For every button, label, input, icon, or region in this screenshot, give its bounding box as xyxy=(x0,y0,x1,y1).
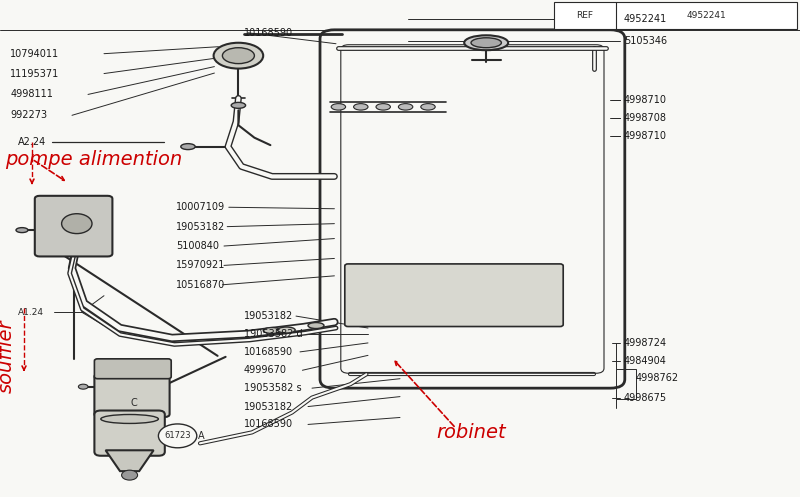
Text: 10516870: 10516870 xyxy=(176,280,226,290)
Text: 10168590: 10168590 xyxy=(244,28,293,38)
Text: 4998675: 4998675 xyxy=(624,393,667,403)
Ellipse shape xyxy=(398,103,413,110)
Text: 10168590: 10168590 xyxy=(244,419,293,429)
Ellipse shape xyxy=(331,103,346,110)
Circle shape xyxy=(122,470,138,480)
Text: 19053582 s: 19053582 s xyxy=(244,383,302,393)
Text: 5100840: 5100840 xyxy=(176,241,219,251)
Text: 4998710: 4998710 xyxy=(624,95,667,105)
Ellipse shape xyxy=(62,214,92,234)
Ellipse shape xyxy=(101,414,158,423)
Text: robinet: robinet xyxy=(436,423,506,442)
Text: 4998708: 4998708 xyxy=(624,113,667,123)
Text: 10168590: 10168590 xyxy=(244,347,293,357)
Text: 10007109: 10007109 xyxy=(176,202,225,212)
FancyBboxPatch shape xyxy=(94,359,171,379)
Text: 61723: 61723 xyxy=(164,431,191,440)
Text: A2.24: A2.24 xyxy=(18,137,46,147)
Text: pompe alimention: pompe alimention xyxy=(5,150,182,168)
Circle shape xyxy=(158,424,197,448)
Ellipse shape xyxy=(464,35,508,50)
Text: 4999670: 4999670 xyxy=(244,365,287,375)
Ellipse shape xyxy=(308,323,324,329)
Text: A: A xyxy=(198,431,204,441)
Text: 992273: 992273 xyxy=(10,110,47,120)
Text: 4984904: 4984904 xyxy=(624,356,667,366)
Ellipse shape xyxy=(376,103,390,110)
FancyBboxPatch shape xyxy=(94,374,170,417)
Ellipse shape xyxy=(421,103,435,110)
Text: 19053182: 19053182 xyxy=(244,402,294,412)
Text: 4998111: 4998111 xyxy=(10,89,54,99)
Text: 19053182: 19053182 xyxy=(244,311,294,321)
Bar xyxy=(554,2,797,29)
Text: 11195371: 11195371 xyxy=(10,69,60,79)
Ellipse shape xyxy=(78,384,88,389)
Text: souffler: souffler xyxy=(0,319,16,393)
Ellipse shape xyxy=(471,38,502,48)
Ellipse shape xyxy=(231,102,246,108)
Text: 19053182: 19053182 xyxy=(176,222,226,232)
Bar xyxy=(616,369,636,399)
Ellipse shape xyxy=(222,48,254,64)
Text: 4998724: 4998724 xyxy=(624,338,667,348)
Text: C: C xyxy=(130,398,137,408)
Ellipse shape xyxy=(263,328,281,333)
Text: REF: REF xyxy=(576,11,594,20)
Polygon shape xyxy=(106,450,154,471)
Text: 19053582 d: 19053582 d xyxy=(244,329,302,339)
Text: 4952241: 4952241 xyxy=(686,11,726,20)
Text: 10794011: 10794011 xyxy=(10,49,59,59)
Ellipse shape xyxy=(214,43,263,69)
Text: 4998710: 4998710 xyxy=(624,131,667,141)
Text: 15970921: 15970921 xyxy=(176,260,226,270)
FancyBboxPatch shape xyxy=(320,30,625,388)
FancyBboxPatch shape xyxy=(35,196,112,256)
Ellipse shape xyxy=(354,103,368,110)
Ellipse shape xyxy=(181,144,195,150)
Ellipse shape xyxy=(278,327,295,333)
Text: 5105346: 5105346 xyxy=(624,36,667,46)
Text: 4952241: 4952241 xyxy=(624,14,667,24)
Text: A1.24: A1.24 xyxy=(18,308,43,317)
FancyBboxPatch shape xyxy=(94,411,165,456)
Text: 4998762: 4998762 xyxy=(636,373,679,383)
FancyBboxPatch shape xyxy=(345,264,563,327)
Ellipse shape xyxy=(16,228,28,233)
